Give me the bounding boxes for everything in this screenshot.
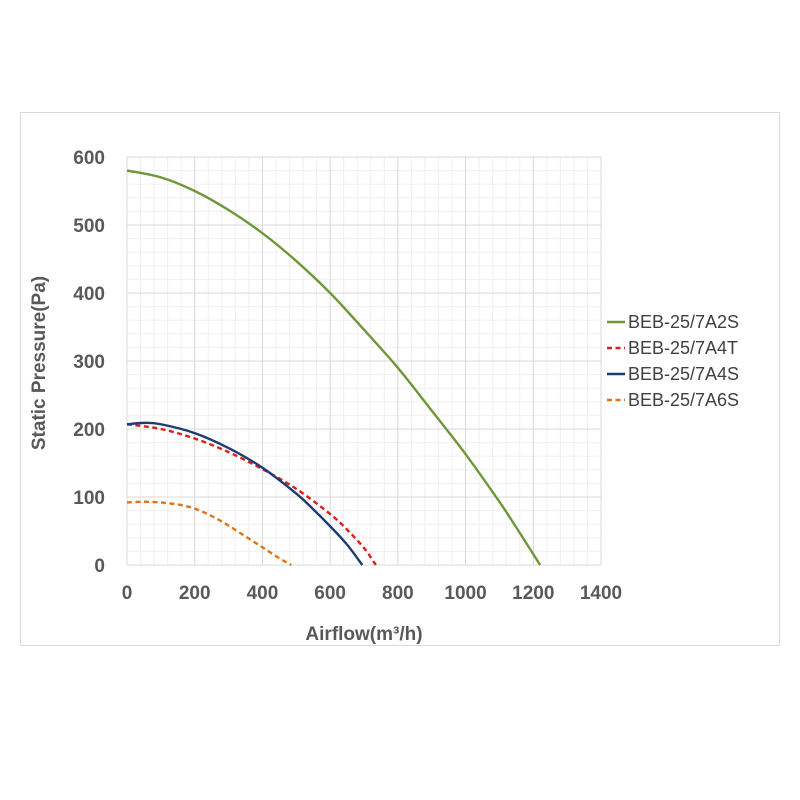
- x-axis-title: Airflow(m³/h): [305, 624, 422, 645]
- series-line-beb-25-7a4t: [126, 423, 377, 566]
- x-tick-label: 1400: [580, 583, 622, 604]
- legend-label-beb-25-7a6s: BEB-25/7A6S: [628, 390, 739, 410]
- x-tick-label: 1200: [512, 583, 554, 604]
- y-tick-label: 200: [73, 420, 105, 441]
- x-tick-label: 1000: [444, 583, 486, 604]
- x-tick-label: 200: [179, 583, 211, 604]
- grid: [126, 156, 602, 566]
- x-tick-label: 600: [314, 583, 346, 604]
- y-tick-label: 400: [73, 284, 105, 305]
- tick-labels: 0 200 400 600 800 1000 1200 1400 0 100 200 300 400 50…: [73, 148, 622, 604]
- x-tick-label: 0: [122, 583, 133, 604]
- legend-label-beb-25-7a4s: BEB-25/7A4S: [628, 364, 739, 384]
- x-tick-label: 800: [382, 583, 414, 604]
- y-tick-label: 100: [73, 488, 105, 509]
- legend-label-beb-25-7a4t: BEB-25/7A4T: [628, 338, 738, 358]
- series-line-beb-25-7a4s: [126, 421, 364, 566]
- y-axis-title: Static Pressure(Pa): [29, 276, 50, 450]
- y-tick-label: 300: [73, 352, 105, 373]
- plot-area: [126, 169, 542, 567]
- x-tick-label: 400: [247, 583, 279, 604]
- chart-frame: [20, 112, 780, 646]
- y-tick-label: 600: [73, 148, 105, 169]
- legend: BEB-25/7A2S BEB-25/7A4T BEB-25/7A4S BEB-25/…: [607, 312, 739, 410]
- y-tick-label: 0: [94, 556, 105, 577]
- y-tick-label: 500: [73, 216, 105, 237]
- series-line-beb-25-7a2s: [126, 169, 542, 566]
- legend-label-beb-25-7a2s: BEB-25/7A2S: [628, 312, 739, 332]
- series-line-beb-25-7a6s: [126, 500, 292, 567]
